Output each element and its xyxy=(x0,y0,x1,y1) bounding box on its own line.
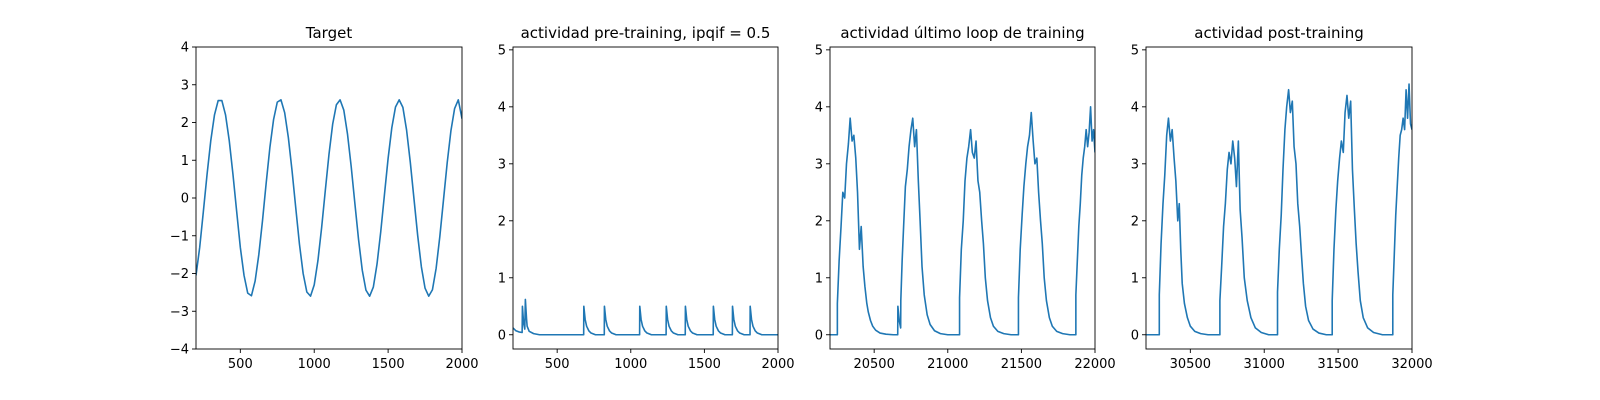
x-tick-label: 22000 xyxy=(1074,357,1115,372)
y-tick-label: −1 xyxy=(170,229,189,244)
y-tick-label: −2 xyxy=(170,267,189,282)
x-tick-label: 30500 xyxy=(1170,357,1211,372)
x-tick-label: 31500 xyxy=(1317,357,1358,372)
axes-frame xyxy=(512,46,779,350)
y-tick-label: 3 xyxy=(815,157,823,172)
chart-title: actividad pre-training, ipqif = 0.5 xyxy=(521,24,771,42)
panel-post-training: actividad post-training 30500 31000 31500 3… xyxy=(1131,24,1433,372)
x-tick-label: 1500 xyxy=(688,357,721,372)
x-tick-label: 20500 xyxy=(853,357,894,372)
x-tick-label: 21500 xyxy=(1001,357,1042,372)
series-line-0 xyxy=(513,298,778,336)
axes-frame xyxy=(1145,46,1413,350)
y-tick-label: 4 xyxy=(181,41,189,56)
x-tick-label: 500 xyxy=(545,357,570,372)
series-line-0 xyxy=(1146,83,1412,336)
y-tick-label: 4 xyxy=(815,100,823,115)
y-tick-label: 5 xyxy=(498,43,506,58)
y-tick-label: 3 xyxy=(181,78,189,93)
y-tick-label: 2 xyxy=(815,214,823,229)
x-tick-label: 31000 xyxy=(1244,357,1285,372)
series-line-0 xyxy=(830,106,1095,336)
y-tick-label: 0 xyxy=(815,328,823,343)
series-line-0 xyxy=(196,99,462,297)
y-tick-label: 5 xyxy=(1131,43,1139,58)
panel-last-training-loop: actividad último loop de training 20500 2… xyxy=(815,24,1116,372)
y-tick-label: 4 xyxy=(1131,100,1139,115)
panel-target: Target 500 1000 1500 2000 −4 −3 −2 −1 0 1 2 3 4 xyxy=(170,24,479,372)
y-tick-label: −4 xyxy=(170,343,189,358)
y-tick-label: 0 xyxy=(498,328,506,343)
x-tick-label: 2000 xyxy=(445,357,478,372)
y-tick-label: 3 xyxy=(498,157,506,172)
y-tick-label: 5 xyxy=(815,43,823,58)
y-tick-label: 1 xyxy=(1131,271,1139,286)
x-tick-label: 21000 xyxy=(927,357,968,372)
y-tick-label: 2 xyxy=(498,214,506,229)
chart-title: actividad último loop de training xyxy=(840,24,1084,42)
y-tick-label: 2 xyxy=(181,116,189,131)
x-tick-label: 1000 xyxy=(298,357,331,372)
chart-title: Target xyxy=(305,24,353,42)
y-tick-label: 1 xyxy=(815,271,823,286)
x-tick-label: 32000 xyxy=(1391,357,1432,372)
y-tick-label: 4 xyxy=(498,100,506,115)
y-tick-label: 0 xyxy=(181,192,189,207)
chart-title: actividad post-training xyxy=(1194,24,1363,42)
y-tick-label: −3 xyxy=(170,305,189,320)
x-tick-label: 500 xyxy=(228,357,253,372)
y-tick-label: 0 xyxy=(1131,328,1139,343)
x-tick-label: 1000 xyxy=(614,357,647,372)
x-tick-label: 2000 xyxy=(761,357,794,372)
x-tick-label: 1500 xyxy=(372,357,405,372)
y-tick-label: 2 xyxy=(1131,214,1139,229)
panel-pre-training: actividad pre-training, ipqif = 0.5 500 1… xyxy=(498,24,795,372)
axes-frame xyxy=(829,46,1096,350)
y-tick-label: 1 xyxy=(181,154,189,169)
y-tick-label: 3 xyxy=(1131,157,1139,172)
y-tick-label: 1 xyxy=(498,271,506,286)
